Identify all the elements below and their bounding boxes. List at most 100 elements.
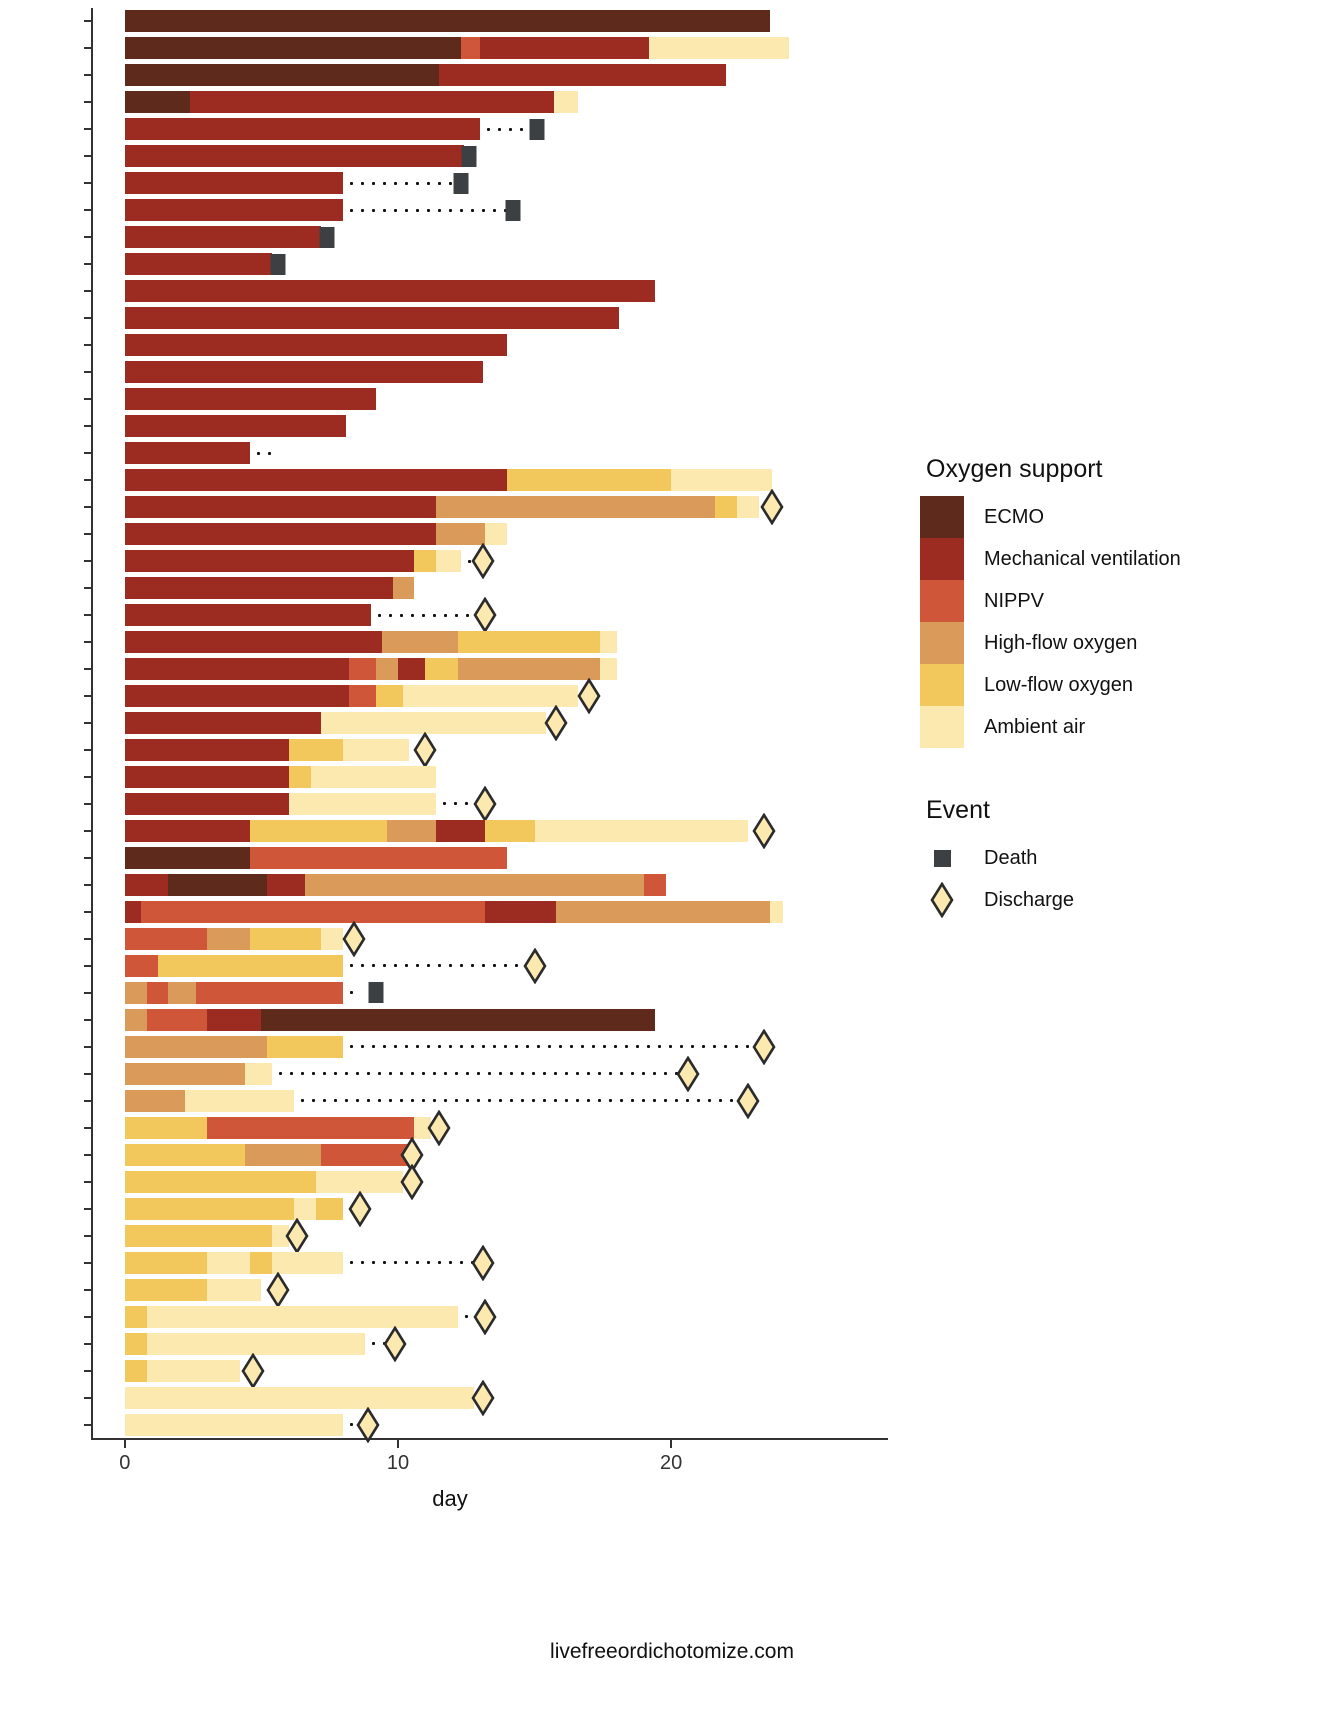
legend-item-mv[interactable]: Mechanical ventilation [920,538,1340,580]
support-segment-mv [479,37,650,60]
support-segment-nippv [195,981,344,1004]
y-tick-mark [84,452,91,455]
support-segment-mv [438,64,726,87]
support-segment-mv [124,172,344,195]
patient-row[interactable] [92,523,887,546]
y-tick-mark [84,991,91,994]
patient-row[interactable] [92,1271,887,1309]
patient-row[interactable] [92,145,887,168]
event-discharge-marker [676,1055,700,1097]
y-tick-mark [84,1288,91,1291]
event-discharge-marker [752,1028,776,1070]
patient-row[interactable] [92,1352,887,1389]
patient-row[interactable] [92,307,887,330]
y-tick-mark [84,802,91,805]
patient-row[interactable] [92,226,887,249]
patient-row[interactable] [92,172,887,195]
patient-row[interactable] [92,704,887,742]
y-tick-mark [84,1045,91,1048]
legend-label-nippv: NIPPV [984,589,1045,612]
legend-label-discharge: Discharge [984,888,1075,911]
patient-row[interactable] [92,900,887,923]
patient-row[interactable] [92,1082,887,1120]
patient-row[interactable] [92,812,887,850]
patient-row[interactable] [92,1379,887,1416]
event-discharge-marker [471,1244,495,1286]
patient-row[interactable] [92,731,887,769]
patient-row[interactable] [92,1190,887,1228]
legend-item-hfo[interactable]: High-flow oxygen [920,622,1340,664]
y-tick-mark [84,398,91,401]
support-segment-mv [124,442,251,465]
patient-row[interactable] [92,785,887,823]
legend-item-air[interactable]: Ambient air [920,706,1340,748]
x-tick-mark [123,1440,126,1448]
patient-row[interactable] [92,1406,887,1443]
support-segment-mv [124,712,322,734]
patient-row[interactable] [92,765,887,788]
patient-row[interactable] [92,280,887,303]
patient-row[interactable] [92,658,887,681]
followup-dotted-line [368,1341,388,1347]
legend-item-death[interactable]: Death [920,837,1340,879]
patient-row[interactable] [92,415,887,438]
event-death-marker [529,118,545,140]
patient-row[interactable] [92,1136,887,1174]
patient-row[interactable] [92,1163,887,1201]
patient-row[interactable] [92,677,887,715]
patient-row[interactable] [92,947,887,985]
y-tick-mark [84,695,91,698]
patient-row[interactable] [92,1217,887,1255]
legend-item-lfo[interactable]: Low-flow oxygen [920,664,1340,706]
y-tick-mark [84,47,91,50]
legend-item-discharge[interactable]: Discharge [920,879,1340,921]
support-segment-ecmo [124,64,439,87]
y-tick-mark [84,506,91,509]
patient-row[interactable] [92,873,887,896]
patient-row[interactable] [92,37,887,60]
event-discharge-marker [342,920,366,962]
patient-row[interactable] [92,199,887,222]
patient-row[interactable] [92,1244,887,1282]
support-segment-air [146,1359,240,1382]
patient-row[interactable] [92,91,887,114]
patient-row[interactable] [92,846,887,869]
patient-row[interactable] [92,10,887,33]
legend-item-nippv[interactable]: NIPPV [920,580,1340,622]
y-tick-mark [84,775,91,778]
patient-row[interactable] [92,442,887,465]
patient-row[interactable] [92,542,887,580]
patient-row[interactable] [92,469,887,492]
support-segment-air [600,631,617,654]
patient-row[interactable] [92,577,887,600]
y-tick-mark [84,1207,91,1210]
patient-row[interactable] [92,1028,887,1066]
patient-row[interactable] [92,631,887,654]
patient-row[interactable] [92,388,887,411]
patient-row[interactable] [92,361,887,384]
patient-row[interactable] [92,253,887,276]
event-death-marker [453,172,469,194]
support-segment-air [124,1413,344,1436]
y-tick-mark [84,641,91,644]
support-segment-lfo [250,819,388,842]
patient-row[interactable] [92,118,887,141]
followup-dotted-line [346,990,360,996]
patient-row[interactable] [92,596,887,634]
patient-row[interactable] [92,1008,887,1031]
patient-row[interactable] [92,920,887,958]
support-segment-lfo [485,819,535,842]
followup-dotted-line [297,1098,740,1104]
patient-row[interactable] [92,1055,887,1093]
patient-row[interactable] [92,1109,887,1147]
event-discharge-marker [400,1163,424,1205]
legend-label-mv: Mechanical ventilation [984,547,1181,570]
legend-item-ecmo[interactable]: ECMO [920,496,1340,538]
patient-row[interactable] [92,1325,887,1363]
patient-row[interactable] [92,488,887,526]
patient-row[interactable] [92,334,887,357]
y-tick-mark [84,937,91,940]
patient-row[interactable] [92,1298,887,1336]
patient-row[interactable] [92,64,887,87]
patient-row[interactable] [92,981,887,1004]
